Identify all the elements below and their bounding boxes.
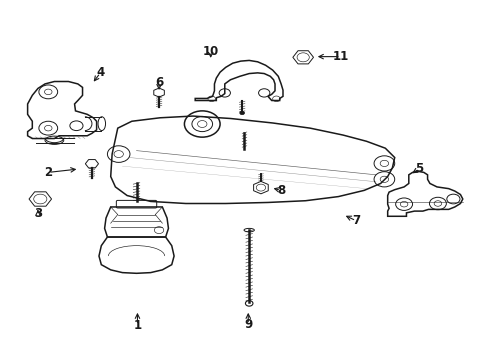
- Text: 1: 1: [133, 319, 141, 332]
- Text: 4: 4: [96, 66, 104, 79]
- Text: 5: 5: [414, 162, 423, 175]
- Text: 10: 10: [202, 45, 218, 58]
- Text: 11: 11: [332, 50, 348, 63]
- Text: 2: 2: [44, 166, 52, 179]
- Text: 7: 7: [351, 214, 360, 227]
- Text: 8: 8: [276, 184, 285, 197]
- Text: 9: 9: [244, 318, 252, 331]
- Text: 3: 3: [34, 207, 42, 220]
- Circle shape: [239, 111, 244, 115]
- Text: 6: 6: [155, 76, 163, 89]
